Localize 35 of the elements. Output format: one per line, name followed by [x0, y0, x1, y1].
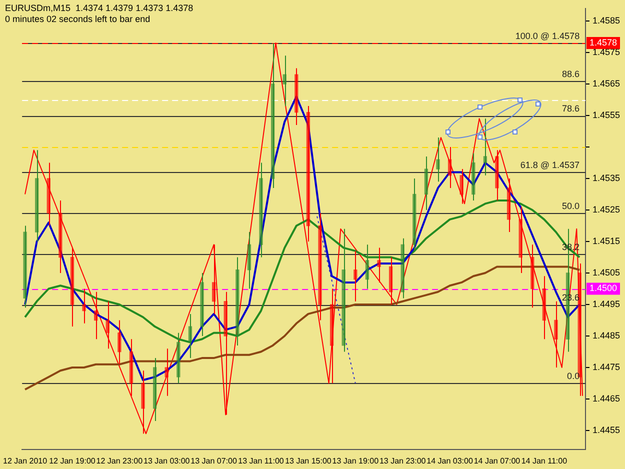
y-tick-label: 1.4575: [592, 46, 620, 57]
y-tick-label: 1.4495: [592, 298, 620, 309]
annotation: 78.6: [562, 103, 580, 114]
ref-line-label: 1.4578: [589, 38, 618, 48]
y-tick-label: 1.4555: [592, 110, 620, 120]
y-tick-label: 1.4515: [592, 236, 620, 246]
x-tick-label: 12 Jan 2010: [3, 456, 48, 466]
annotation: 61.8 @ 1.4537: [520, 160, 580, 170]
annotation: 88.6: [562, 68, 580, 79]
x-tick-label: 13 Jan 19:00: [332, 456, 380, 466]
annotation: 50.0: [562, 201, 580, 212]
y-tick-label: 1.4465: [592, 393, 620, 404]
annotation: 100.0 @ 1.4578: [515, 31, 580, 42]
text: 0 minutes 02 seconds left to bar end: [5, 14, 152, 25]
x-tick-label: 13 Jan 03:00: [143, 456, 190, 466]
x-tick-label: 12 Jan 19:00: [49, 456, 96, 466]
x-tick-label: 14 Jan 07:00: [474, 456, 521, 466]
y-tick-label: 1.4485: [592, 330, 620, 340]
y-tick-label: 1.4525: [592, 204, 620, 214]
y-tick-label: 1.4455: [592, 424, 620, 435]
chart-title: EURUSDm,M15 1.4374 1.4379 1.4373 1.4378: [5, 3, 194, 14]
x-tick-label: 14 Jan 03:00: [426, 456, 474, 466]
x-tick-label: 13 Jan 23:00: [379, 456, 426, 466]
x-tick-label: 12 Jan 23:00: [96, 456, 144, 466]
y-tick-label: 1.4565: [592, 78, 620, 88]
x-tick-label: 13 Jan 11:00: [238, 456, 284, 466]
ref-line-label: 1.4500: [589, 283, 618, 294]
y-tick-label: 1.4475: [592, 362, 620, 372]
x-tick-label: 13 Jan 07:00: [190, 456, 238, 466]
x-tick-label: 13 Jan 15:00: [285, 456, 332, 466]
y-tick-label: 1.4505: [592, 267, 620, 278]
y-tick-label: 1.4585: [592, 15, 620, 26]
y-tick-label: 1.4535: [592, 172, 620, 183]
x-tick-label: 14 Jan 11:00: [521, 456, 568, 466]
annotation: 0.0: [567, 371, 580, 382]
